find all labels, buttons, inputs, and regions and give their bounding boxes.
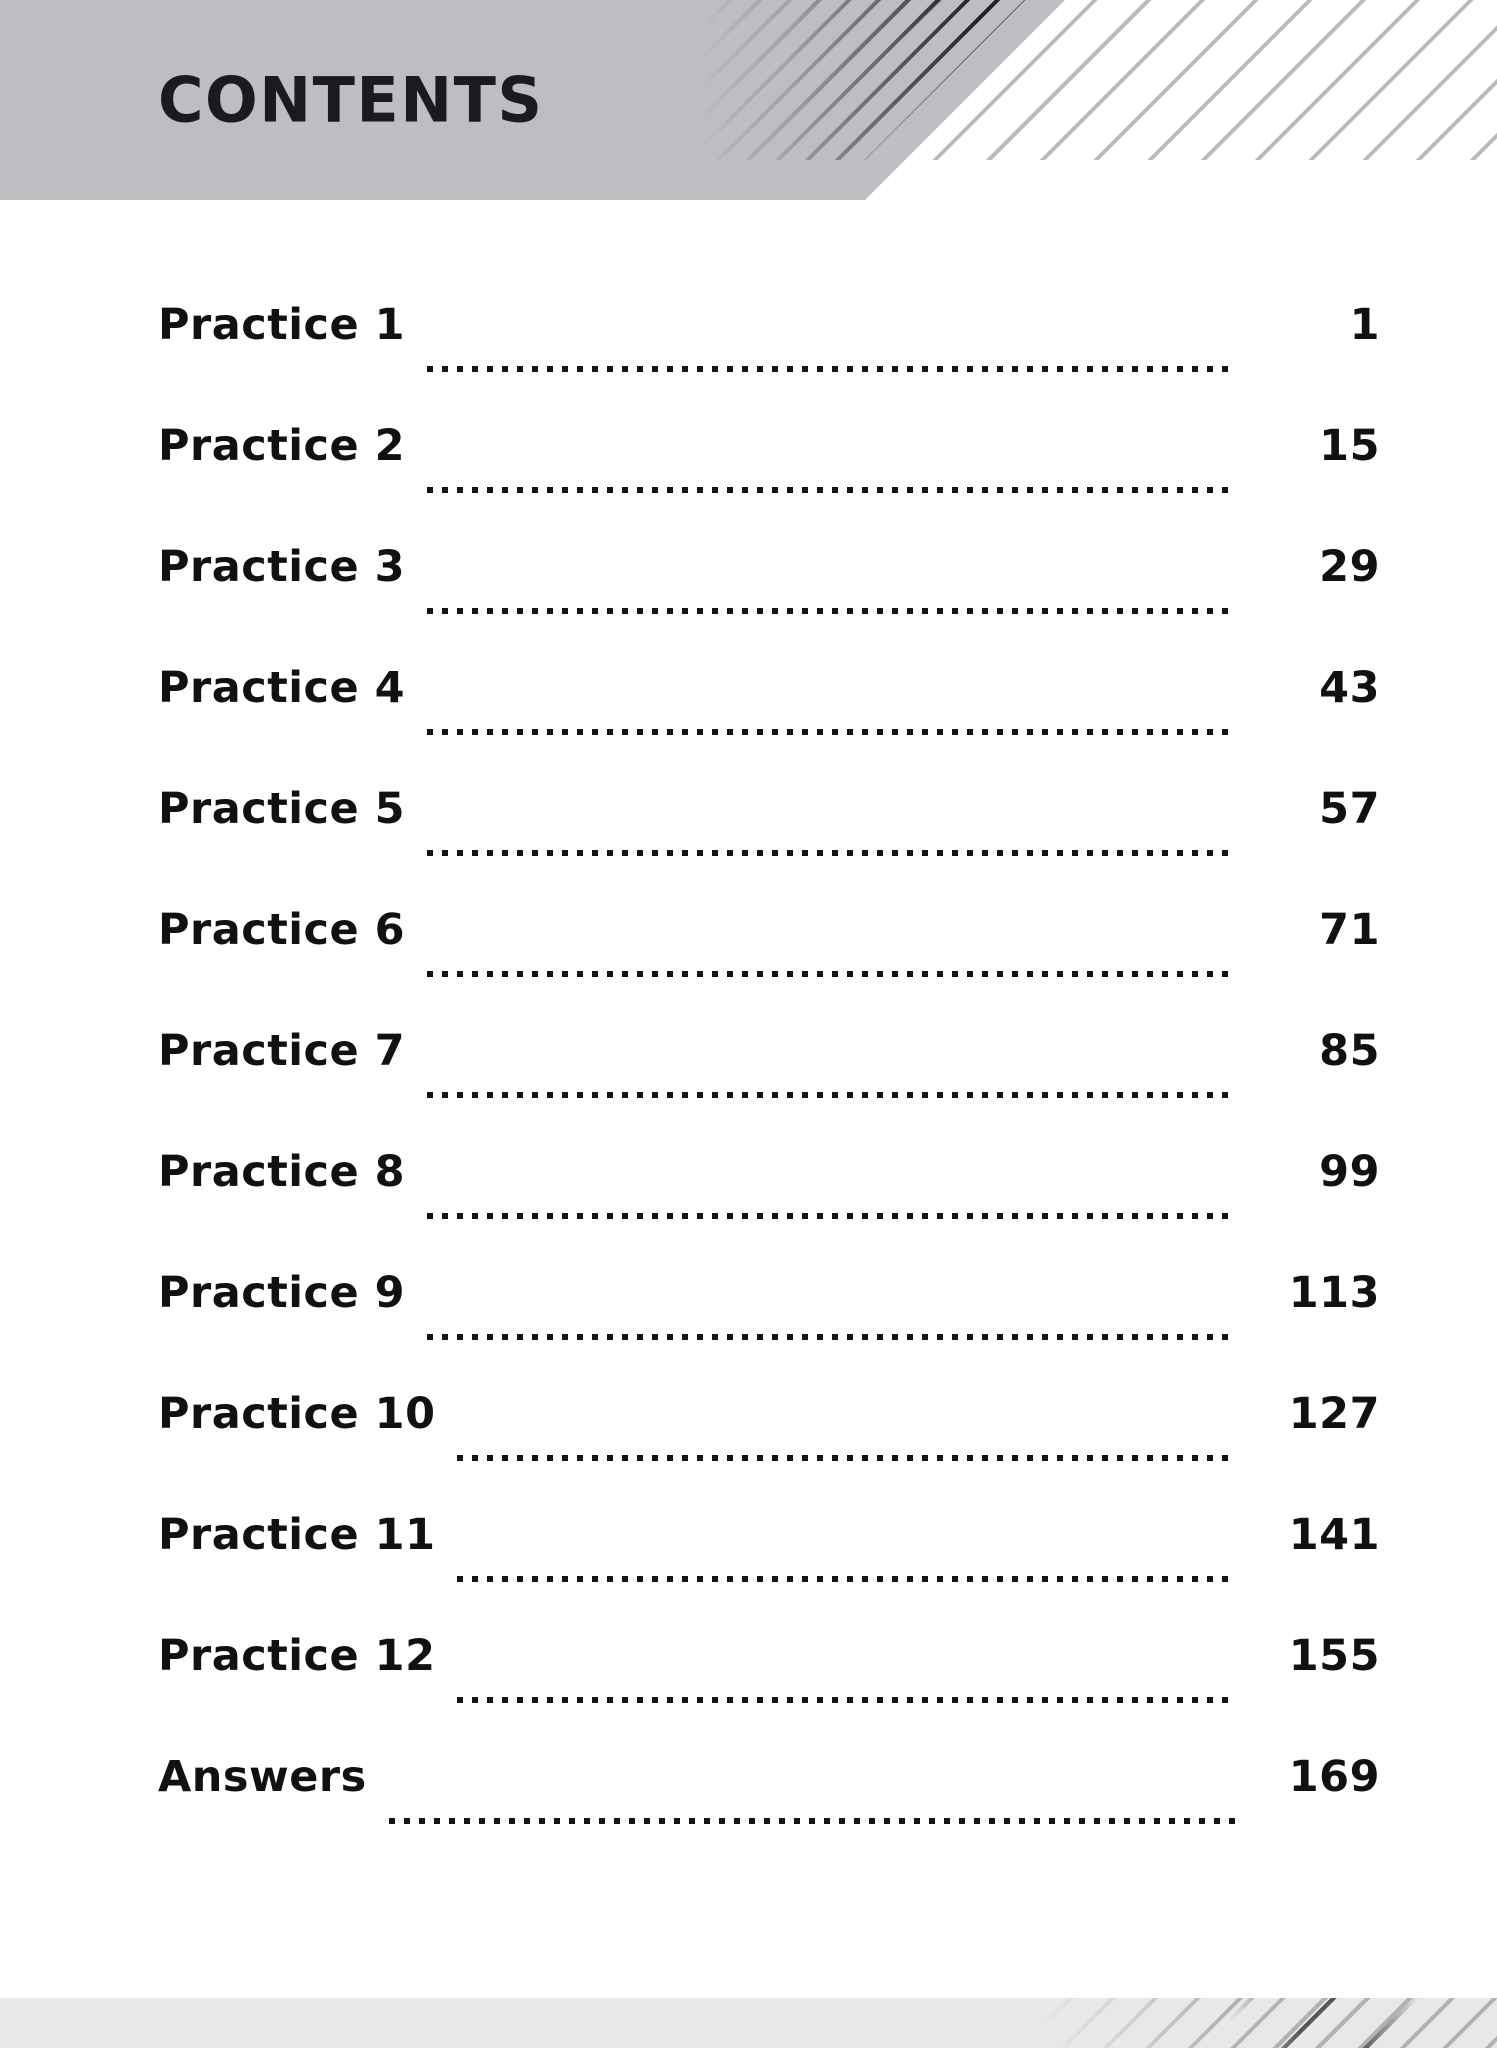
toc-entry-page-number: 99	[1319, 1147, 1380, 1197]
toc-entry-practice-8[interactable]: Practice 8 99	[158, 1147, 1380, 1268]
toc-entry-practice-11[interactable]: Practice 11 141	[158, 1510, 1380, 1631]
toc-entry-label: Practice 3	[158, 542, 406, 592]
page-header: CONTENTS	[0, 0, 1497, 200]
toc-entry-label: Practice 11	[158, 1510, 436, 1560]
toc-entry-answers[interactable]: Answers 169	[158, 1752, 1380, 1873]
toc-entry-label: Practice 1	[158, 300, 406, 350]
toc-entry-page-number: 85	[1319, 1026, 1380, 1076]
toc-leader-dots	[427, 607, 1236, 616]
header-diagonal-stripes-accent	[0, 0, 1065, 160]
toc-entry-practice-9[interactable]: Practice 9 113	[158, 1268, 1380, 1389]
toc-entry-page-number: 43	[1319, 663, 1380, 713]
toc-leader-dots	[427, 1212, 1236, 1221]
toc-entry-label: Practice 7	[158, 1026, 406, 1076]
toc-entry-practice-10[interactable]: Practice 10 127	[158, 1389, 1380, 1510]
toc-entry-practice-3[interactable]: Practice 3 29	[158, 542, 1380, 663]
toc-entry-label: Practice 8	[158, 1147, 406, 1197]
toc-leader-dots	[427, 486, 1236, 495]
toc-leader-dots	[427, 1333, 1236, 1342]
page-title: CONTENTS	[158, 63, 544, 137]
page-footer	[0, 1998, 1497, 2048]
toc-entry-label: Practice 6	[158, 905, 406, 955]
toc-entry-practice-1[interactable]: Practice 1 1	[158, 300, 1380, 421]
toc-entry-label: Practice 12	[158, 1631, 436, 1681]
toc-entry-page-number: 71	[1319, 905, 1380, 955]
toc-entry-page-number: 1	[1349, 300, 1380, 350]
toc-leader-dots	[457, 1454, 1236, 1463]
toc-leader-dots	[427, 728, 1236, 737]
toc-leader-dots	[427, 970, 1236, 979]
toc-entry-label: Practice 9	[158, 1268, 406, 1318]
toc-entry-label: Answers	[158, 1752, 367, 1802]
toc-entry-practice-12[interactable]: Practice 12 155	[158, 1631, 1380, 1752]
toc-entry-page-number: 15	[1319, 421, 1380, 471]
toc-entry-label: Practice 2	[158, 421, 406, 471]
toc-leader-dots	[457, 1696, 1236, 1705]
toc-entry-label: Practice 4	[158, 663, 406, 713]
footer-diagonal-stripes-accent	[0, 1998, 1497, 2048]
toc-entry-practice-7[interactable]: Practice 7 85	[158, 1026, 1380, 1147]
toc-entry-practice-5[interactable]: Practice 5 57	[158, 784, 1380, 905]
toc-entry-practice-4[interactable]: Practice 4 43	[158, 663, 1380, 784]
toc-entry-practice-2[interactable]: Practice 2 15	[158, 421, 1380, 542]
toc-entry-label: Practice 10	[158, 1389, 436, 1439]
table-of-contents: Practice 1 1 Practice 2 15 Practice 3 29…	[158, 300, 1380, 1873]
toc-leader-dots	[427, 1091, 1236, 1100]
toc-entry-page-number: 127	[1288, 1389, 1380, 1439]
toc-entry-page-number: 29	[1319, 542, 1380, 592]
toc-entry-page-number: 141	[1288, 1510, 1380, 1560]
toc-entry-page-number: 57	[1319, 784, 1380, 834]
toc-entry-label: Practice 5	[158, 784, 406, 834]
toc-entry-page-number: 169	[1288, 1752, 1380, 1802]
toc-leader-dots	[388, 1817, 1236, 1826]
toc-leader-dots	[457, 1575, 1236, 1584]
toc-entry-page-number: 113	[1288, 1268, 1380, 1318]
toc-leader-dots	[427, 849, 1236, 858]
toc-leader-dots	[427, 365, 1236, 374]
toc-entry-practice-6[interactable]: Practice 6 71	[158, 905, 1380, 1026]
toc-entry-page-number: 155	[1288, 1631, 1380, 1681]
